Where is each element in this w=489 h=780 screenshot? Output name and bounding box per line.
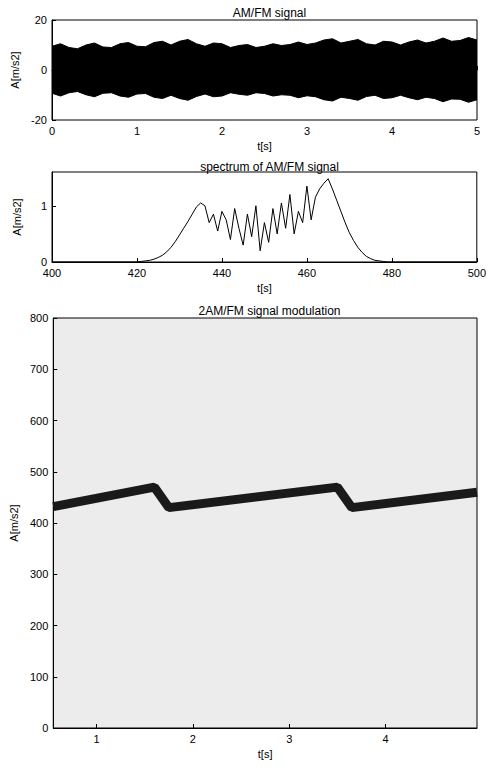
svg-text:0: 0	[40, 256, 47, 268]
svg-text:A[m/s2]: A[m/s2]	[8, 504, 20, 541]
svg-text:1: 1	[134, 125, 140, 137]
svg-text:500: 500	[30, 466, 48, 478]
svg-text:600: 600	[30, 415, 48, 427]
svg-text:300: 300	[30, 568, 48, 580]
svg-text:0: 0	[41, 64, 47, 76]
svg-text:20: 20	[35, 14, 47, 26]
svg-text:t[s]: t[s]	[257, 282, 272, 294]
svg-text:420: 420	[128, 267, 146, 279]
svg-text:0: 0	[49, 125, 55, 137]
svg-text:2AM/FM signal modulation: 2AM/FM signal modulation	[198, 304, 340, 318]
svg-text:1: 1	[41, 200, 47, 212]
svg-text:t[s]: t[s]	[257, 140, 272, 152]
svg-text:4: 4	[389, 125, 395, 137]
svg-text:spectrum of AM/FM signal: spectrum of AM/FM signal	[200, 160, 339, 174]
svg-text:t[s]: t[s]	[258, 748, 273, 760]
svg-text:400: 400	[30, 517, 48, 529]
svg-text:5: 5	[474, 125, 480, 137]
svg-text:1: 1	[94, 733, 100, 745]
svg-text:4: 4	[382, 733, 388, 745]
svg-text:-20: -20	[31, 114, 47, 126]
svg-text:440: 440	[213, 267, 231, 279]
svg-text:0: 0	[42, 722, 48, 734]
svg-text:200: 200	[30, 620, 48, 632]
svg-text:100: 100	[30, 671, 48, 683]
svg-text:A[m/s2]: A[m/s2]	[11, 198, 23, 235]
svg-text:3: 3	[286, 733, 292, 745]
svg-text:480: 480	[383, 267, 401, 279]
svg-text:460: 460	[298, 267, 316, 279]
svg-text:AM/FM signal: AM/FM signal	[233, 6, 306, 20]
svg-text:2: 2	[219, 125, 225, 137]
svg-text:2: 2	[190, 733, 196, 745]
svg-text:500: 500	[468, 267, 486, 279]
svg-text:A[m/s2]: A[m/s2]	[9, 51, 21, 88]
svg-text:3: 3	[304, 125, 310, 137]
svg-text:800: 800	[30, 312, 48, 324]
svg-text:700: 700	[30, 363, 48, 375]
svg-text:400: 400	[43, 267, 61, 279]
